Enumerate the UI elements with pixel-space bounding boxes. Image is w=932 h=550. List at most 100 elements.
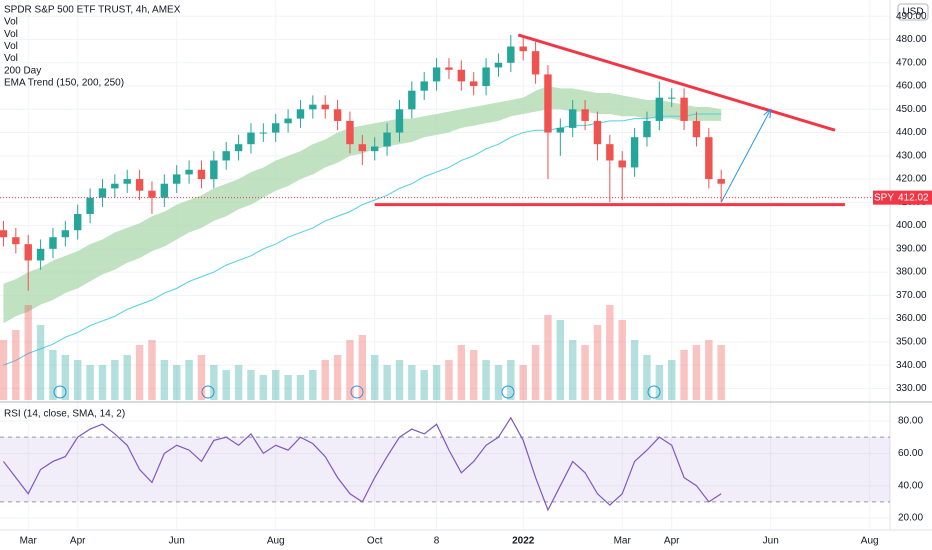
candle-body xyxy=(420,81,428,91)
volume-bar xyxy=(618,320,626,400)
candle-body xyxy=(346,120,354,145)
volume-bar xyxy=(309,370,317,400)
volume-bar xyxy=(148,340,156,400)
volume-bar xyxy=(370,355,379,400)
volume-bar xyxy=(519,365,527,400)
volume-bar xyxy=(395,360,404,400)
candle-body xyxy=(74,213,82,231)
volume-bar xyxy=(123,355,131,400)
volume-bar xyxy=(680,350,688,400)
candle-body xyxy=(544,74,552,133)
y-tick-label: 370.00 xyxy=(896,290,927,301)
legend-item: 200 Day xyxy=(4,65,41,76)
candle-body xyxy=(408,90,416,110)
candle-body xyxy=(111,183,119,189)
volume-bar xyxy=(259,375,268,400)
volume-bar xyxy=(98,365,107,400)
candle-body xyxy=(197,169,206,180)
volume-bar xyxy=(717,345,725,400)
last-price-label: 412.02 xyxy=(898,192,929,203)
candle-body xyxy=(568,109,577,128)
volume-bar xyxy=(234,365,243,400)
x-tick-label: 8 xyxy=(434,536,440,547)
rsi-band xyxy=(0,437,890,502)
volume-bar xyxy=(544,315,552,400)
volume-bar xyxy=(49,350,57,400)
trendline xyxy=(720,109,772,203)
candle-body xyxy=(395,109,404,133)
volume-bar xyxy=(457,345,466,400)
candle-body xyxy=(259,132,268,134)
volume-bar xyxy=(111,360,119,400)
x-tick-label: Aug xyxy=(861,536,879,547)
y-tick-label: 340.00 xyxy=(896,360,927,371)
volume-bar xyxy=(667,360,676,400)
x-tick-label: 2022 xyxy=(512,536,535,547)
volume-bar xyxy=(0,340,8,400)
volume-bar xyxy=(568,340,577,400)
candle-body xyxy=(667,97,676,99)
volume-bar xyxy=(210,365,218,400)
volume-bar xyxy=(247,370,255,400)
volume-bar xyxy=(358,335,367,400)
candle-body xyxy=(705,137,713,180)
x-tick-label: Apr xyxy=(664,536,680,547)
rsi-tick-label: 40.00 xyxy=(898,480,923,491)
x-tick-label: Apr xyxy=(70,536,86,547)
candle-body xyxy=(519,46,527,52)
y-tick-label: 420.00 xyxy=(896,174,927,185)
candle-body xyxy=(358,144,367,152)
x-tick-label: Mar xyxy=(20,536,38,547)
candle-body xyxy=(185,169,193,175)
volume-bar xyxy=(36,325,45,400)
candle-body xyxy=(222,151,230,161)
last-price-symbol-box xyxy=(873,190,895,205)
volume-bar xyxy=(284,375,292,400)
volume-bar xyxy=(692,345,701,400)
volume-bar xyxy=(482,360,490,400)
volume-bar xyxy=(494,365,503,400)
legend-item: Vol xyxy=(4,29,18,40)
trendline xyxy=(517,33,836,132)
y-tick-label: 440.00 xyxy=(896,127,927,138)
dividend-markers xyxy=(53,385,661,399)
candle-body xyxy=(494,62,503,68)
candle-body xyxy=(296,109,305,119)
candle-body xyxy=(370,146,379,152)
candle-body xyxy=(61,230,70,238)
y-tick-label: 360.00 xyxy=(896,313,927,324)
x-tick-label: Jun xyxy=(763,536,779,547)
volume-bar xyxy=(507,360,515,400)
candle-body xyxy=(581,109,589,121)
candle-body xyxy=(321,104,329,110)
ema-band xyxy=(3,86,722,324)
y-tick-label: 460.00 xyxy=(896,81,927,92)
rsi-tick-label: 60.00 xyxy=(898,448,923,459)
candle-body xyxy=(271,123,280,133)
candle-body xyxy=(333,109,342,121)
legend-item: Vol xyxy=(4,17,18,28)
candle-body xyxy=(692,120,701,138)
volume-bar xyxy=(445,360,453,400)
y-tick-label: 450.00 xyxy=(896,104,927,115)
volume-bar xyxy=(346,340,354,400)
y-tick-label: 470.00 xyxy=(896,57,927,68)
candle-body xyxy=(86,197,94,214)
volume-bar xyxy=(655,365,664,400)
candle-body xyxy=(531,51,540,75)
candle-body xyxy=(606,144,614,161)
y-tick-label: 430.00 xyxy=(896,150,927,161)
y-tick-label: 350.00 xyxy=(896,337,927,348)
candle-body xyxy=(247,132,255,145)
candle-body xyxy=(482,67,490,87)
candle-body xyxy=(49,237,57,249)
rsi-line xyxy=(2,416,722,512)
volume-bar xyxy=(630,340,639,400)
volume-bar xyxy=(296,375,305,400)
volume-bar xyxy=(581,345,589,400)
candle-body xyxy=(24,244,32,261)
volume-bar xyxy=(197,355,206,400)
currency-box[interactable] xyxy=(897,3,929,21)
candle-body xyxy=(284,118,292,124)
